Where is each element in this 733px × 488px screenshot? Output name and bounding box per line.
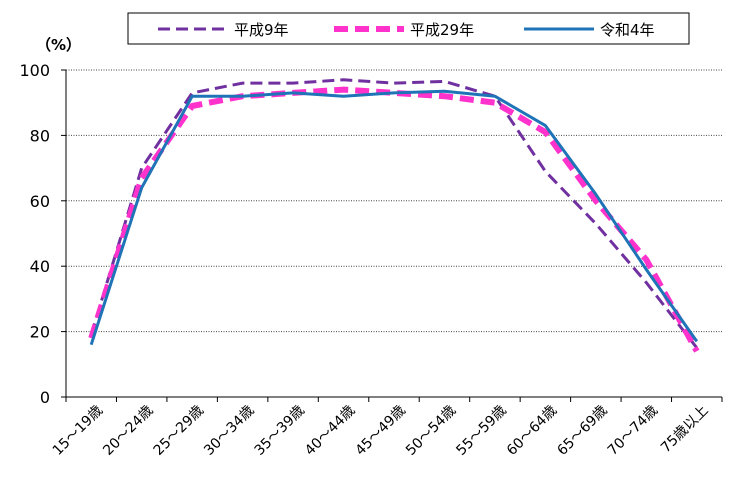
x-tick-label: 20～24歳 — [100, 403, 156, 459]
series-line — [88, 86, 700, 353]
x-tick-label: 25～29歳 — [151, 403, 207, 459]
y-tick-label: 100 — [19, 61, 50, 80]
y-tick-label: 20 — [30, 323, 50, 342]
x-tick-label: 70～74歳 — [605, 403, 661, 459]
x-tick-label: 65～69歳 — [554, 403, 610, 459]
legend-label: 平成9年 — [234, 21, 289, 39]
y-axis-unit-label: （%） — [36, 36, 82, 54]
y-tick-label: 60 — [30, 192, 50, 211]
x-tick-label: 75歳以上 — [658, 403, 712, 457]
x-tick-label: 60～64歳 — [504, 403, 560, 459]
x-tick-label: 15～19歳 — [50, 403, 106, 459]
x-tick-label: 55～59歳 — [453, 403, 509, 459]
x-tick-label: 30～34歳 — [201, 403, 257, 459]
x-tick-label: 50～54歳 — [403, 403, 459, 459]
y-tick-label: 40 — [30, 257, 50, 276]
legend-label: 平成29年 — [410, 21, 474, 39]
x-tick-label: 35～39歳 — [252, 403, 308, 459]
y-tick-label: 80 — [30, 126, 50, 145]
x-tick-label: 45～49歳 — [353, 403, 409, 459]
series-layer — [88, 78, 700, 353]
grid-layer — [66, 69, 722, 333]
axis-layer: 0 20 40 60 80 100 15～19歳20～24歳25～29歳30～34歳35～3… — [19, 61, 723, 459]
x-tick-label: 40～44歳 — [302, 403, 358, 459]
legend: 平成9年 平成29年 令和4年 — [127, 12, 690, 45]
y-tick-label: 0 — [40, 388, 50, 407]
legend-label: 令和4年 — [600, 21, 655, 39]
series-line — [89, 89, 699, 346]
